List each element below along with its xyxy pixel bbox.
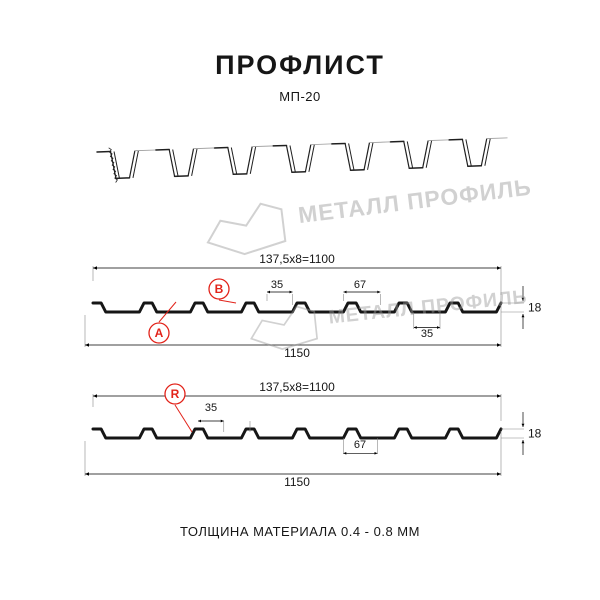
svg-text:R: R	[171, 387, 180, 401]
svg-text:67: 67	[354, 279, 366, 291]
svg-text:B: B	[215, 282, 224, 296]
svg-text:1150: 1150	[284, 475, 310, 489]
svg-text:18: 18	[528, 301, 542, 315]
svg-text:137,5x8=1100: 137,5x8=1100	[259, 252, 335, 266]
svg-text:18: 18	[528, 427, 542, 441]
svg-text:35: 35	[421, 328, 433, 340]
svg-text:35: 35	[271, 279, 283, 291]
svg-text:A: A	[155, 326, 164, 340]
svg-text:137,5x8=1100: 137,5x8=1100	[259, 380, 335, 394]
svg-text:МЕТАЛЛ ПРОФИЛЬ: МЕТАЛЛ ПРОФИЛЬ	[297, 174, 533, 228]
svg-text:67: 67	[354, 439, 366, 451]
svg-text:35: 35	[205, 402, 217, 414]
